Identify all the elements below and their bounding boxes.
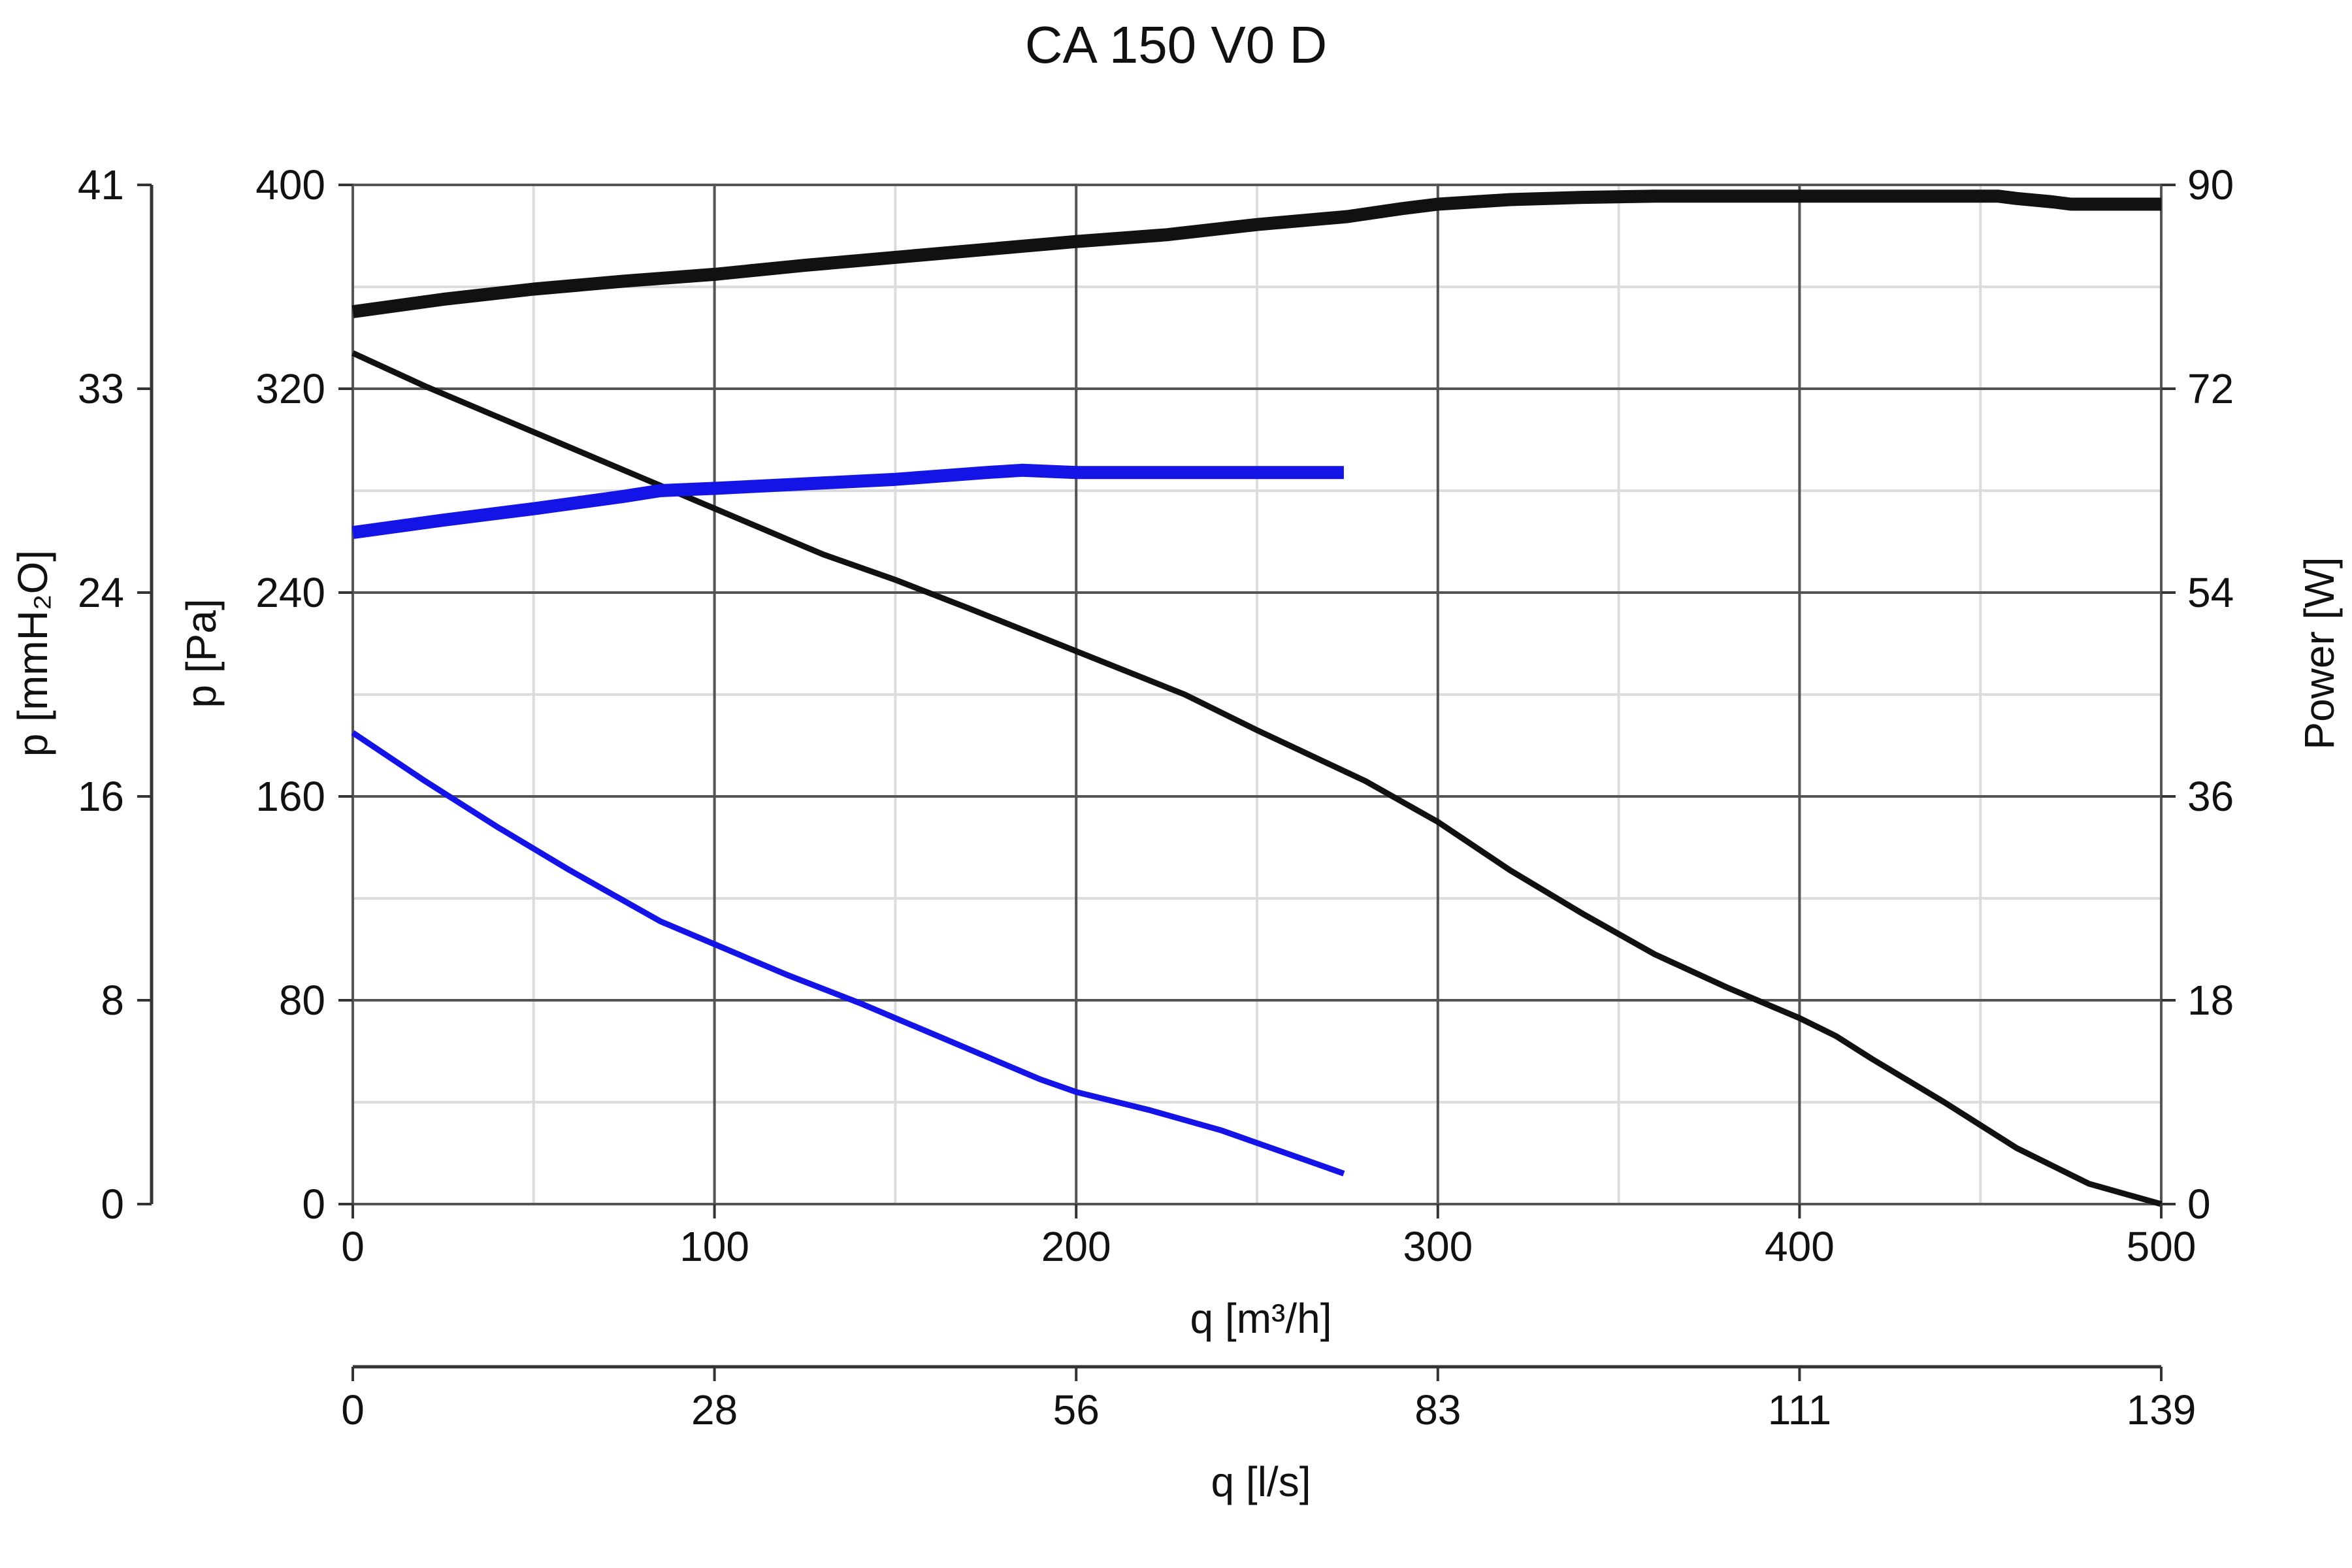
- x-tick-label-m3h: 200: [1041, 1223, 1111, 1270]
- x-tick-label-ls: 0: [341, 1386, 365, 1433]
- pressure-curve-1: [351, 730, 1345, 1177]
- power-curve-2: [351, 189, 2161, 319]
- y-tick-label-pa: 80: [279, 977, 325, 1024]
- x-tick-label-m3h: 400: [1765, 1223, 1835, 1270]
- x-tick-label-ls: 139: [2127, 1386, 2197, 1433]
- x-tick-label-ls: 83: [1414, 1386, 1461, 1433]
- y-tick-label-mmh2o: 16: [78, 773, 124, 820]
- y-tick-label-pa: 240: [255, 569, 325, 616]
- y-tick-label-pa: 0: [302, 1181, 325, 1228]
- grid: [351, 184, 2163, 1205]
- y-tick-label-power: 0: [2187, 1181, 2211, 1228]
- y-tick-label-power: 72: [2187, 365, 2234, 412]
- x-tick-label-m3h: 500: [2127, 1223, 2197, 1270]
- y-tick-label-mmh2o: 8: [101, 977, 124, 1024]
- chart-title: CA 150 V0 D: [1025, 16, 1328, 74]
- y-tick-label-power: 54: [2187, 569, 2234, 616]
- y-tick-label-pa: 320: [255, 365, 325, 412]
- x-axis-label: q [m³/h]: [1190, 1295, 1332, 1342]
- x2-axis-label: q [l/s]: [1211, 1458, 1311, 1505]
- y-tick-label-mmh2o: 0: [101, 1181, 124, 1228]
- y-tick-label-mmh2o: 41: [78, 161, 124, 208]
- y-tick-label-power: 36: [2187, 773, 2234, 820]
- y-tick-label-power: 18: [2187, 977, 2234, 1024]
- x-tick-label-ls: 56: [1053, 1386, 1100, 1433]
- x-tick-label-ls: 28: [691, 1386, 738, 1433]
- y-axis-label-power: Power [W]: [2296, 557, 2343, 749]
- y-axis-label-mmh2o: p [mmH₂O]: [9, 550, 56, 757]
- tick-labels: 0 80 160 240 320 400 0 8 16 24 33 41 0 18 36 54 72 90 0 100…: [78, 161, 2234, 1433]
- axes: [137, 184, 2176, 1381]
- x-tick-label-ls: 111: [1768, 1386, 1831, 1433]
- x-tick-label-m3h: 100: [679, 1223, 749, 1270]
- y-tick-label-mmh2o: 24: [78, 569, 124, 616]
- y-tick-label-pa: 160: [255, 773, 325, 820]
- x-tick-label-m3h: 0: [341, 1223, 365, 1270]
- y-tick-label-pa: 400: [255, 161, 325, 208]
- y-axis-label-pa: p [Pa]: [178, 598, 225, 708]
- x-tick-label-m3h: 300: [1403, 1223, 1473, 1270]
- power-curve-3: [351, 463, 1344, 540]
- y-tick-label-power: 90: [2187, 161, 2234, 208]
- y-tick-label-mmh2o: 33: [78, 365, 124, 412]
- curves: [351, 189, 2163, 1207]
